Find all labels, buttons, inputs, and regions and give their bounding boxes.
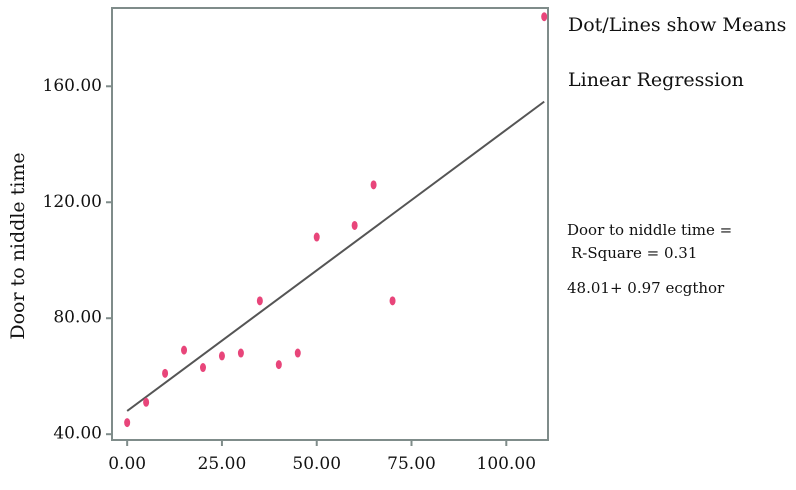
x-tick-label: 0.00 [108,454,146,474]
plot-frame [111,7,549,441]
regression-equation-text: 48.01+ 0.97 ecgthor [567,279,725,297]
data-point [124,418,131,428]
data-point [313,232,320,242]
data-point [541,12,548,22]
x-tick-label: 25.00 [198,454,247,474]
y-tick-label: 80.00 [53,308,102,328]
data-point [199,363,206,373]
data-point [370,180,377,190]
data-point [143,397,150,407]
data-point [351,220,358,230]
y-tick-label: 120.00 [43,192,102,212]
data-point [389,296,396,306]
data-point [218,351,225,361]
data-point [237,348,244,358]
y-tick-label: 160.00 [43,76,102,96]
x-axis-ticks: 0.00 25.00 50.00 75.00 100.00 [108,440,536,474]
legend-means-text: Dot/Lines show Means [568,14,787,36]
r-square-label: R-Square = 0.31 [571,244,698,262]
regression-equation-label: Door to niddle time = [567,221,733,239]
regression-line [126,100,545,412]
data-point [256,296,263,306]
data-point [181,345,188,355]
x-tick-label: 75.00 [387,454,436,474]
y-tick-label: 40.00 [53,424,102,444]
data-point [294,348,301,358]
x-tick-label: 50.00 [292,454,341,474]
legend-regression-text: Linear Regression [568,69,744,91]
data-point [162,368,169,378]
x-tick-label: 100.00 [477,454,536,474]
y-axis-ticks: 40.00 80.00 120.00 160.00 [43,76,112,444]
data-point [275,360,282,370]
y-axis-title: Door to niddle time [7,152,29,339]
data-points [124,12,548,428]
